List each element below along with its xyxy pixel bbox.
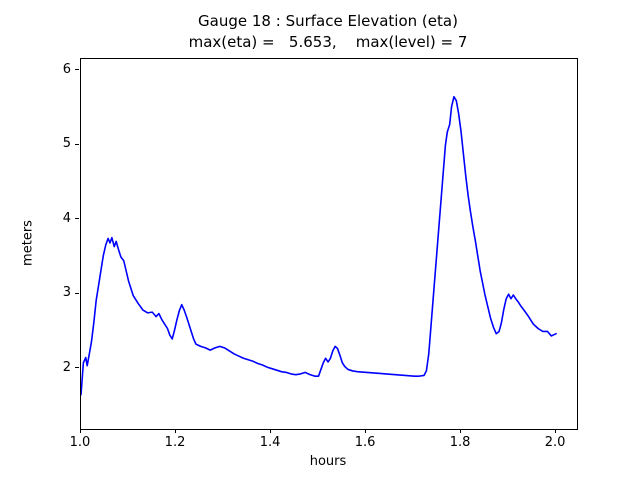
plot-area bbox=[80, 58, 578, 430]
y-tick-mark bbox=[75, 292, 79, 294]
x-tick-mark bbox=[269, 429, 271, 433]
x-tick-mark bbox=[174, 429, 176, 433]
x-tick-label: 1.4 bbox=[259, 435, 281, 450]
x-tick-label: 1.2 bbox=[164, 435, 186, 450]
y-tick-label: 4 bbox=[62, 210, 71, 226]
y-tick-mark bbox=[75, 367, 79, 369]
x-tick-mark bbox=[554, 429, 556, 433]
x-tick-label: 1.8 bbox=[449, 435, 471, 450]
eta-line-series bbox=[81, 95, 557, 396]
y-axis-label: meters bbox=[20, 220, 36, 266]
y-tick-label: 6 bbox=[62, 61, 71, 77]
y-tick-mark bbox=[75, 143, 79, 145]
x-tick-label: 1.6 bbox=[354, 435, 376, 450]
chart-subtitle: max(eta) = 5.653, max(level) = 7 bbox=[188, 33, 468, 51]
y-tick-mark bbox=[75, 69, 79, 71]
x-tick-label: 2.0 bbox=[544, 435, 566, 450]
y-tick-label: 5 bbox=[62, 136, 71, 152]
y-tick-label: 2 bbox=[62, 359, 71, 375]
x-tick-mark bbox=[459, 429, 461, 433]
chart-title: Gauge 18 : Surface Elevation (eta) bbox=[198, 12, 458, 30]
x-tick-mark bbox=[364, 429, 366, 433]
y-tick-mark bbox=[75, 218, 79, 220]
x-tick-label: 1.0 bbox=[69, 435, 91, 450]
x-axis-label: hours bbox=[309, 454, 347, 469]
y-tick-label: 3 bbox=[62, 285, 71, 301]
x-tick-mark bbox=[79, 429, 81, 433]
